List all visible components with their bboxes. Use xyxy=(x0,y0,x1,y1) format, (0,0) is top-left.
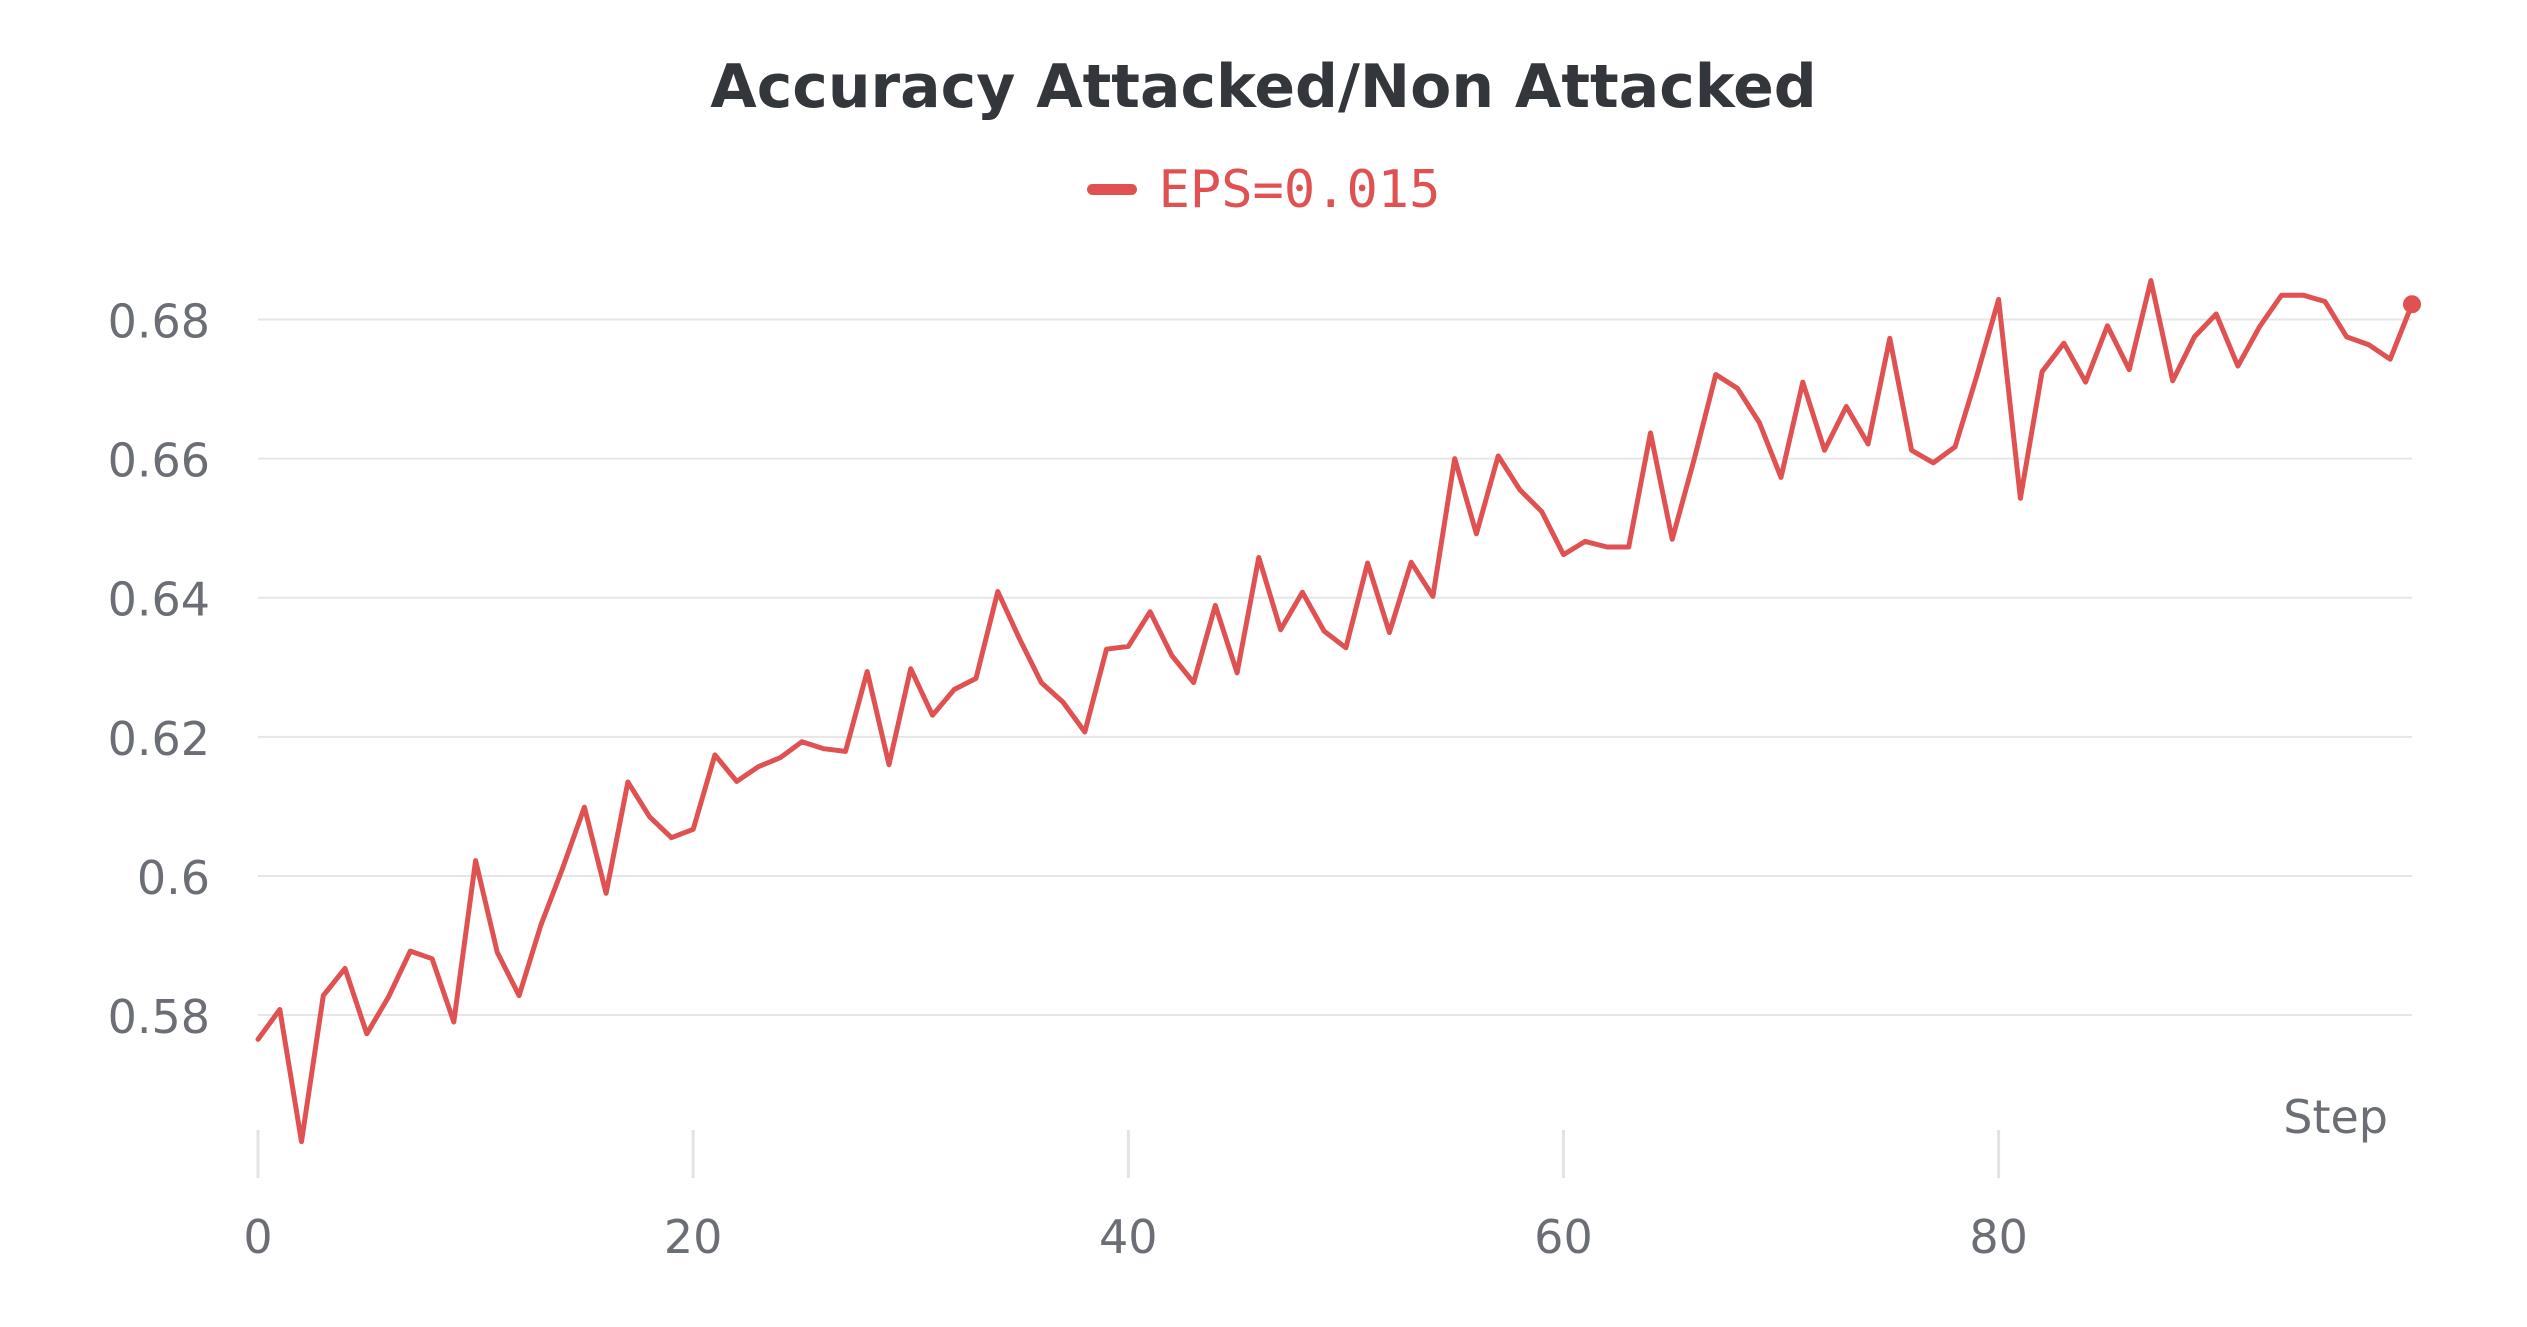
x-tick-label: 0 xyxy=(243,1210,272,1264)
legend-label: EPS=0.015 xyxy=(1158,160,1441,220)
legend[interactable]: EPS=0.015 xyxy=(0,160,2527,220)
y-tick-label: 0.68 xyxy=(108,295,210,349)
y-tick-label: 0.6 xyxy=(137,851,210,905)
series-end-point xyxy=(2403,295,2421,314)
x-tick-label: 60 xyxy=(1534,1210,1593,1264)
x-tick-label: 40 xyxy=(1099,1210,1158,1264)
x-tick-label: 20 xyxy=(664,1210,723,1264)
y-tick-label: 0.62 xyxy=(108,712,210,766)
y-tick-label: 0.58 xyxy=(108,990,210,1044)
x-tick-label: 80 xyxy=(1969,1210,2028,1264)
series-line xyxy=(255,278,2415,1145)
x-axis-label: Step xyxy=(2283,1090,2388,1144)
chart-title: Accuracy Attacked/Non Attacked xyxy=(710,52,1817,122)
y-tick-label: 0.66 xyxy=(108,434,210,488)
legend-swatch xyxy=(1086,183,1137,195)
y-tick-label: 0.64 xyxy=(108,573,210,627)
